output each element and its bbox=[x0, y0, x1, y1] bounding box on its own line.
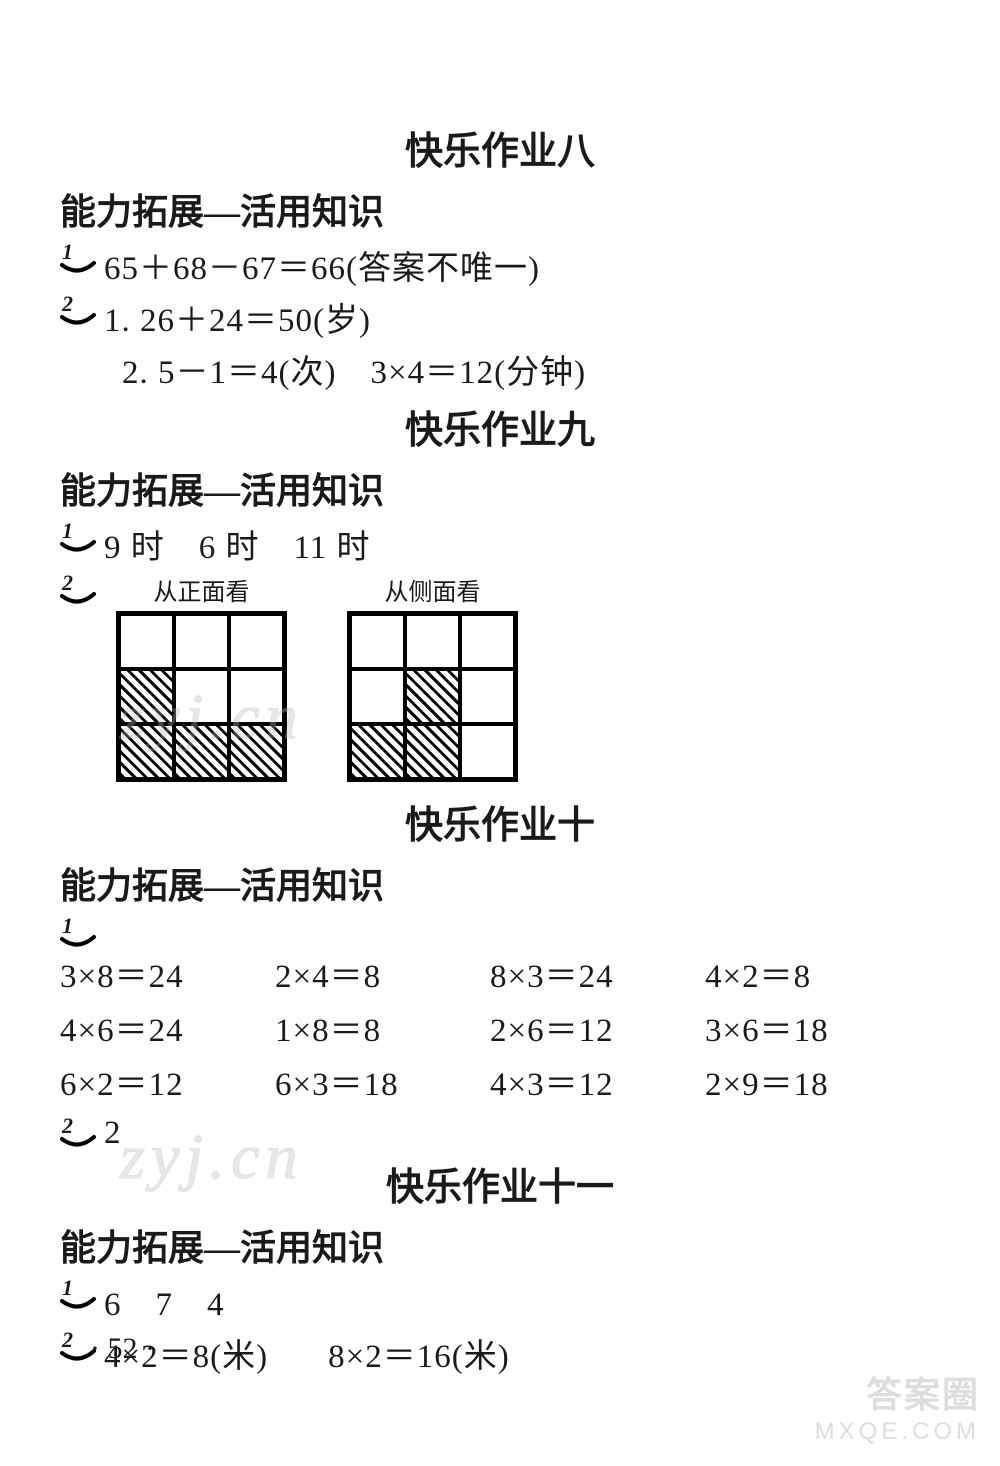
grid-cell bbox=[174, 669, 229, 724]
answer-text: 2 bbox=[104, 1115, 122, 1152]
watermark-corner: 答案圈 MXQE.COM bbox=[815, 1366, 980, 1446]
answer-item: 1 9 时 6 时 11 时 bbox=[60, 520, 940, 568]
grid bbox=[116, 611, 287, 782]
grid-label: 从正面看 bbox=[154, 572, 250, 607]
section-subheading: 能力拓展—活用知识 bbox=[60, 857, 940, 909]
equation: 2×4＝8 bbox=[275, 949, 490, 997]
section-title: 快乐作业十 bbox=[60, 794, 940, 849]
section-10: 快乐作业十 能力拓展—活用知识 1 3×8＝24 2×4＝8 8×3＝24 4×… bbox=[60, 794, 940, 1152]
grid-cell bbox=[229, 669, 284, 724]
equation: 3×6＝18 bbox=[705, 1003, 885, 1051]
answer-text: 9 时 6 时 11 时 bbox=[104, 520, 371, 568]
answer-item: 2 1. 26＋24＝50(岁) bbox=[60, 293, 940, 341]
section-title: 快乐作业九 bbox=[60, 399, 940, 454]
answer-text: 8×2＝16(米) bbox=[328, 1329, 510, 1377]
section-title: 快乐作业八 bbox=[60, 120, 940, 175]
grid-cell bbox=[460, 614, 515, 669]
answer-text: 1. 26＋24＝50(岁) bbox=[104, 293, 371, 341]
bullet-icon: 2 bbox=[60, 293, 96, 327]
grid-side: 从侧面看 bbox=[347, 572, 518, 782]
equation: 4×3＝12 bbox=[490, 1057, 705, 1105]
watermark-line2: MXQE.COM bbox=[815, 1418, 980, 1446]
answer-text: 6 7 4 bbox=[104, 1277, 225, 1325]
equation: 2×6＝12 bbox=[490, 1003, 705, 1051]
grid-label: 从侧面看 bbox=[385, 572, 481, 607]
equation: 2×9＝18 bbox=[705, 1057, 885, 1105]
bullet-icon: 1 bbox=[60, 241, 96, 275]
answer-item: 2 从正面看 从侧面看 bbox=[60, 572, 940, 790]
answer-text: 65＋68－67＝66(答案不唯一) bbox=[104, 241, 540, 289]
grid-cell bbox=[174, 614, 229, 669]
answer-item: 2 2 bbox=[60, 1115, 940, 1152]
equation: 4×6＝24 bbox=[60, 1003, 275, 1051]
equation: 1×8＝8 bbox=[275, 1003, 490, 1051]
grid bbox=[347, 611, 518, 782]
answer-item: 1 6 7 4 bbox=[60, 1277, 940, 1325]
answer-item: 1 65＋68－67＝66(答案不唯一) bbox=[60, 241, 940, 289]
grid-cell bbox=[350, 724, 405, 779]
grid-cell bbox=[119, 669, 174, 724]
bullet-icon: 1 bbox=[60, 520, 96, 554]
answer-item: 1 3×8＝24 2×4＝8 8×3＝24 4×2＝8 4×6＝24 1×8＝8… bbox=[60, 915, 940, 1111]
equation: 6×3＝18 bbox=[275, 1057, 490, 1105]
grid-cell bbox=[350, 669, 405, 724]
page-number: · 52 · bbox=[90, 1332, 155, 1366]
section-9: 快乐作业九 能力拓展—活用知识 1 9 时 6 时 11 时 2 从正面看 bbox=[60, 399, 940, 790]
grid-cell bbox=[460, 669, 515, 724]
grid-cell bbox=[119, 614, 174, 669]
grids-container: 从正面看 从侧面看 bbox=[116, 572, 518, 782]
bullet-icon: 2 bbox=[60, 572, 96, 606]
section-11: 快乐作业十一 能力拓展—活用知识 1 6 7 4 2 4×2＝8(米) 8×2＝… bbox=[60, 1156, 940, 1377]
grid-cell bbox=[229, 724, 284, 779]
section-title: 快乐作业十一 bbox=[60, 1156, 940, 1211]
section-subheading: 能力拓展—活用知识 bbox=[60, 183, 940, 235]
answer-item: 2 4×2＝8(米) 8×2＝16(米) bbox=[60, 1329, 940, 1377]
equation: 3×8＝24 bbox=[60, 949, 275, 997]
bullet-icon: 1 bbox=[60, 915, 96, 949]
equation: 4×2＝8 bbox=[705, 949, 885, 997]
grid-cell bbox=[405, 669, 460, 724]
grid-cell bbox=[405, 614, 460, 669]
bullet-icon: 2 bbox=[60, 1115, 96, 1149]
answer-text: 2. 5－1＝4(次) 3×4＝12(分钟) bbox=[122, 345, 940, 393]
grid-cell bbox=[229, 614, 284, 669]
grid-cell bbox=[119, 724, 174, 779]
grid-cell bbox=[405, 724, 460, 779]
grid-cell bbox=[350, 614, 405, 669]
equation: 6×2＝12 bbox=[60, 1057, 275, 1105]
section-subheading: 能力拓展—活用知识 bbox=[60, 462, 940, 514]
grid-front: 从正面看 bbox=[116, 572, 287, 782]
grid-cell bbox=[174, 724, 229, 779]
grid-cell bbox=[460, 724, 515, 779]
bullet-icon: 1 bbox=[60, 1277, 96, 1311]
equation: 8×3＝24 bbox=[490, 949, 705, 997]
section-8: 快乐作业八 能力拓展—活用知识 1 65＋68－67＝66(答案不唯一) 2 1… bbox=[60, 120, 940, 393]
section-subheading: 能力拓展—活用知识 bbox=[60, 1219, 940, 1271]
watermark-line1: 答案圈 bbox=[815, 1366, 980, 1418]
